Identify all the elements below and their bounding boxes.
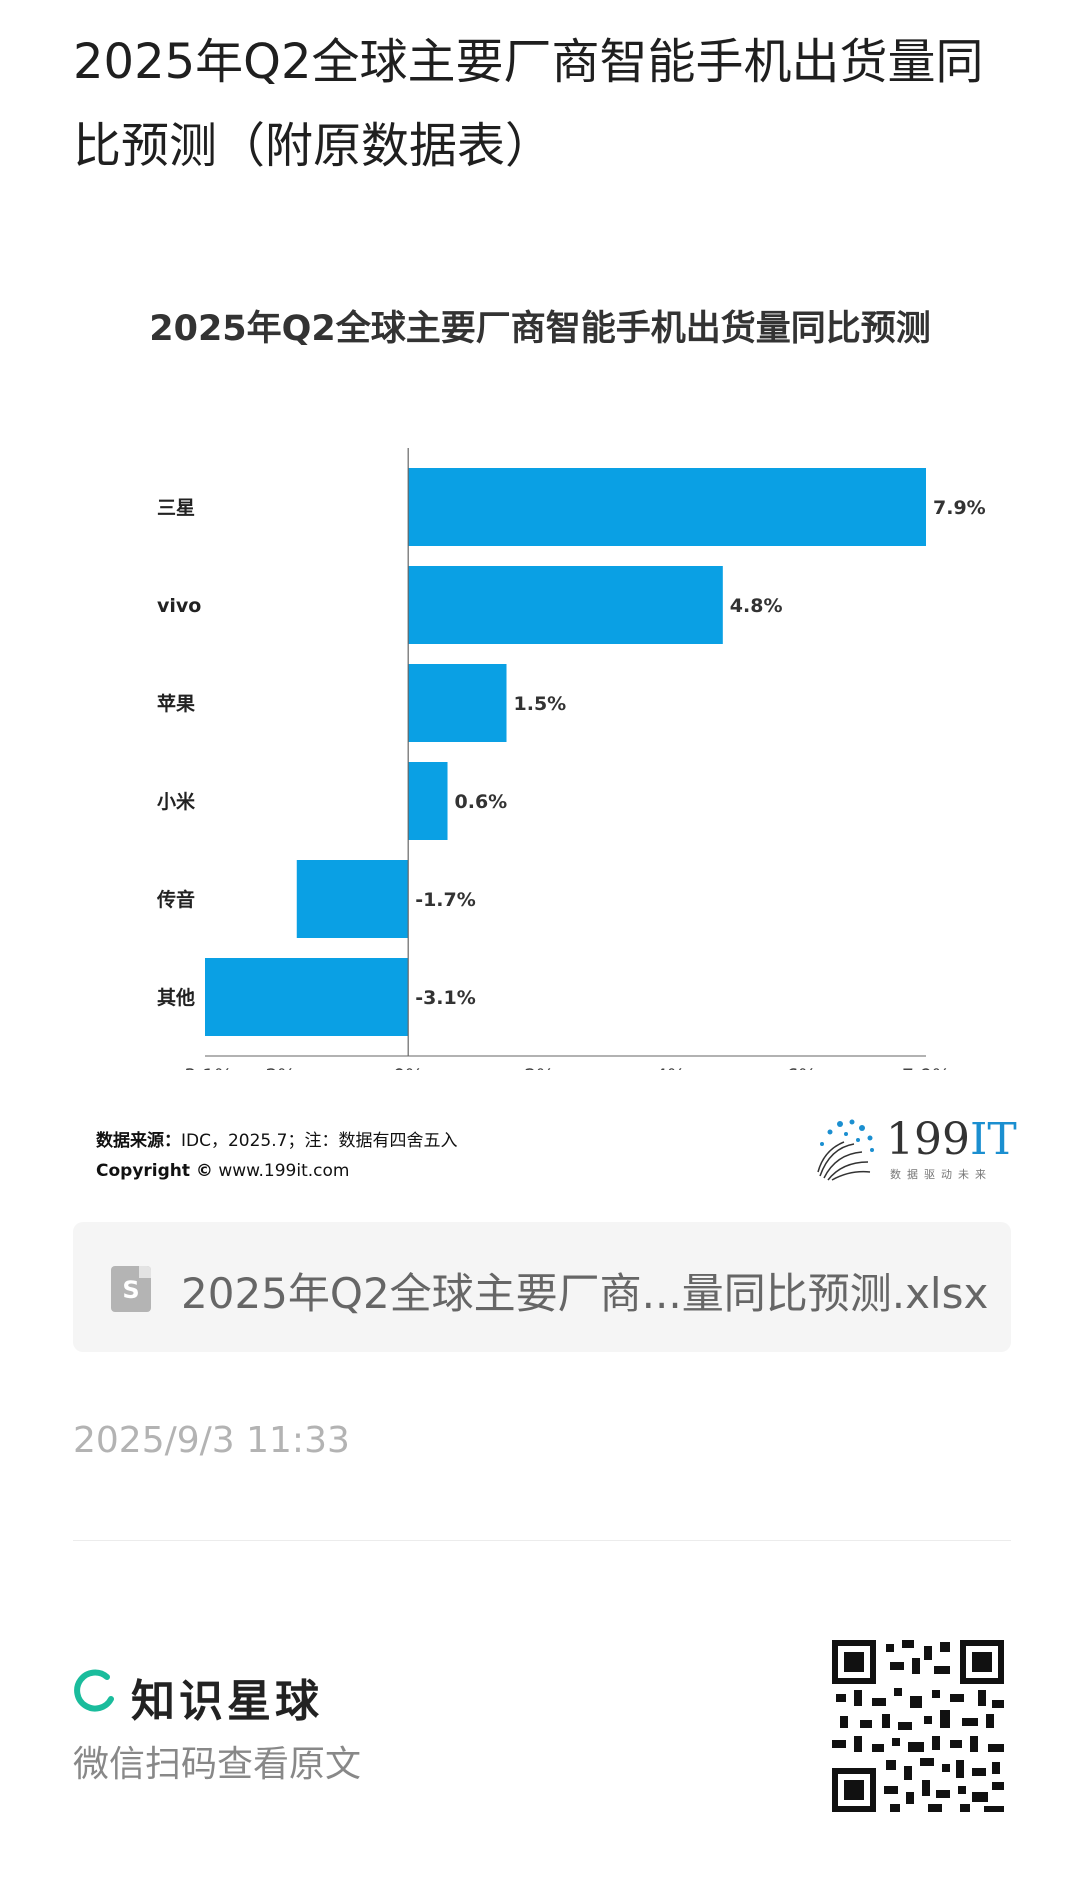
category-label: 三星 bbox=[157, 497, 195, 519]
data-label: 0.6% bbox=[455, 791, 508, 813]
bar bbox=[408, 664, 507, 742]
bar bbox=[408, 762, 448, 840]
bar bbox=[205, 958, 409, 1036]
source-label: 数据来源： bbox=[96, 1131, 181, 1151]
attachment-card[interactable]: S 2025年Q2全球主要厂商...量同比预测.xlsx bbox=[73, 1222, 1011, 1352]
brand-name: 知识星球 bbox=[131, 1676, 323, 1727]
x-tick-label: -2% bbox=[259, 1065, 296, 1070]
source-note: 数据来源：IDC，2025.7；注：数据有四舍五入 Copyright © ww… bbox=[96, 1126, 457, 1186]
source-url: www.199it.com bbox=[218, 1161, 350, 1181]
bar bbox=[408, 566, 723, 644]
x-tick-label: 6% bbox=[786, 1065, 816, 1070]
x-tick-label: 4% bbox=[655, 1065, 685, 1070]
copyright-label: Copyright © bbox=[96, 1161, 213, 1181]
post-date: 2025/9/3 11:33 bbox=[73, 1420, 350, 1461]
divider bbox=[73, 1540, 1011, 1541]
category-label: vivo bbox=[157, 595, 201, 617]
data-label: 7.9% bbox=[933, 497, 986, 519]
post-title: 2025年Q2全球主要厂商智能手机出货量同比预测（附原数据表） bbox=[73, 34, 984, 174]
x-tick-label: 0% bbox=[393, 1065, 423, 1070]
category-label: 小米 bbox=[157, 790, 196, 813]
dot-flower-icon bbox=[817, 1119, 874, 1181]
logo-wordmark: 199IT bbox=[886, 1114, 1017, 1165]
x-tick-label: -3.1% bbox=[177, 1065, 232, 1070]
data-label: -1.7% bbox=[415, 889, 476, 911]
x-tick-label: 2% bbox=[524, 1065, 554, 1070]
data-label: 4.8% bbox=[730, 595, 783, 617]
bar-chart: 三星 7.9% vivo 4.8% 苹果 1.5% 小米 0.6% 传音 -1.7% 其他 -3.1%… bbox=[156, 448, 986, 1070]
category-label: 其他 bbox=[157, 986, 195, 1009]
qr-code-icon[interactable] bbox=[832, 1640, 1004, 1812]
spreadsheet-file-icon: S bbox=[111, 1266, 151, 1312]
bar bbox=[296, 860, 409, 938]
logo-tagline: 数据驱动未来 bbox=[890, 1168, 992, 1181]
attachment-filename: 2025年Q2全球主要厂商...量同比预测.xlsx bbox=[181, 1269, 989, 1318]
x-tick-label: 7.9% bbox=[902, 1065, 950, 1070]
scan-hint: 微信扫码查看原文 bbox=[73, 1744, 362, 1785]
199it-logo: 199IT 数据驱动未来 bbox=[810, 1114, 1017, 1184]
chart-title: 2025年Q2全球主要厂商智能手机出货量同比预测 bbox=[149, 309, 931, 349]
category-label: 苹果 bbox=[157, 692, 195, 715]
source-text: IDC，2025.7；注：数据有四舍五入 bbox=[181, 1131, 458, 1151]
bar bbox=[408, 468, 926, 546]
data-label: 1.5% bbox=[514, 693, 567, 715]
category-label: 传音 bbox=[156, 888, 195, 911]
data-label: -3.1% bbox=[415, 987, 476, 1009]
zsxq-logo-icon bbox=[74, 1669, 114, 1712]
